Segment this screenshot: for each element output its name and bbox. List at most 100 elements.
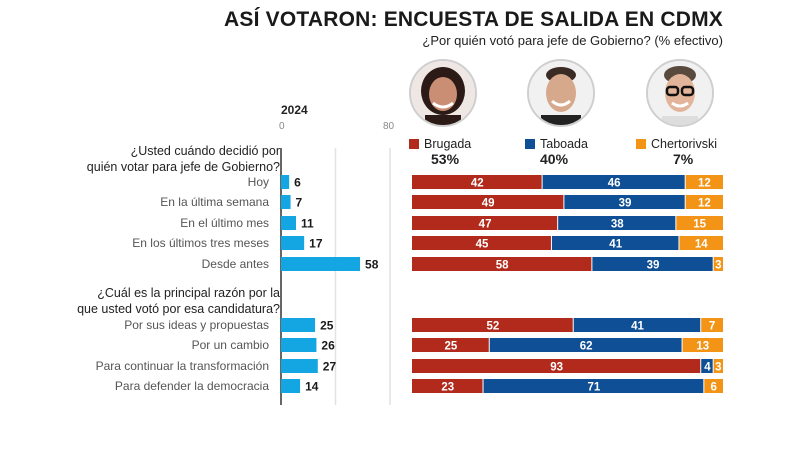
bar xyxy=(281,257,361,271)
bar-value-label: 58 xyxy=(365,258,379,272)
stacked-bar-segment-chertorivski xyxy=(679,236,723,250)
portrait-taboada xyxy=(527,59,595,127)
segment-value-label: 3 xyxy=(715,362,721,374)
category-label: Hoy xyxy=(247,175,269,189)
stacked-bar-segment-taboada xyxy=(592,257,713,271)
question-2-line-1: ¿Cuál es la principal razón por la xyxy=(97,286,280,300)
legend-label: Taboada xyxy=(540,137,588,151)
segment-value-label: 41 xyxy=(609,239,622,251)
legend-percent: 40% xyxy=(540,151,569,167)
bar-value-label: 26 xyxy=(321,339,335,353)
legend-brugada: Brugada 53% xyxy=(409,137,472,167)
chart-subtitle: ¿Por quién votó para jefe de Gobierno? (… xyxy=(422,33,723,48)
segment-value-label: 12 xyxy=(698,178,711,190)
segment-value-label: 39 xyxy=(619,198,632,210)
tick-label-max: 80 xyxy=(383,121,395,132)
segment-value-label: 12 xyxy=(698,198,711,210)
bar xyxy=(281,318,316,332)
segment-value-label: 13 xyxy=(696,341,709,353)
segment-value-label: 3 xyxy=(715,260,721,272)
stacked-bar-segment-brugada xyxy=(412,318,573,332)
bar-value-label: 27 xyxy=(323,360,337,374)
bar xyxy=(281,359,318,373)
segment-value-label: 7 xyxy=(709,321,715,333)
stacked-bar-segment-taboada xyxy=(542,175,685,189)
legend-swatch xyxy=(409,139,419,149)
stacked-bar-segment-taboada xyxy=(701,359,713,373)
legend-label: Brugada xyxy=(424,137,472,151)
question-2-line-2: que usted votó por esa candidatura? xyxy=(77,302,280,316)
stacked-bar-segment-taboada xyxy=(551,236,679,250)
bar xyxy=(281,236,305,250)
stacked-bar-segment-brugada xyxy=(412,257,592,271)
stacked-bar-segment-chertorivski xyxy=(713,257,723,271)
segment-value-label: 71 xyxy=(588,382,601,394)
segment-value-label: 6 xyxy=(710,382,716,394)
category-label: En los últimos tres meses xyxy=(132,236,269,250)
stacked-bar-segment-brugada xyxy=(412,175,542,189)
bar xyxy=(281,379,301,393)
segment-value-label: 93 xyxy=(550,362,563,374)
person-icon xyxy=(529,61,593,125)
stacked-bar-segment-chertorivski xyxy=(704,379,723,393)
stacked-bar-segment-brugada xyxy=(412,379,483,393)
person-icon xyxy=(411,61,475,125)
segment-value-label: 58 xyxy=(496,260,509,272)
stacked-bar-segment-taboada xyxy=(564,195,685,209)
bar xyxy=(281,175,290,189)
legend-chertorivski: Chertorivski 7% xyxy=(636,137,717,167)
segment-value-label: 42 xyxy=(471,178,484,190)
bar-value-label: 6 xyxy=(294,176,301,190)
axis-title-year: 2024 xyxy=(281,103,308,117)
stacked-bar-segment-chertorivski xyxy=(701,318,723,332)
question-2: ¿Cuál es la principal razón por la que u… xyxy=(77,285,280,317)
category-label: En el último mes xyxy=(180,216,269,230)
stacked-bar-segment-brugada xyxy=(412,216,558,230)
category-label: Por sus ideas y propuestas xyxy=(124,318,269,332)
segment-value-label: 46 xyxy=(608,178,621,190)
legend-label: Chertorivski xyxy=(651,137,717,151)
legend-swatch xyxy=(636,139,646,149)
stacked-bar-segment-chertorivski xyxy=(682,338,723,352)
stacked-bar-segment-brugada xyxy=(412,359,701,373)
category-label: En la última semana xyxy=(160,195,269,209)
bar-value-label: 17 xyxy=(309,237,323,251)
bar xyxy=(281,195,291,209)
legend-percent: 53% xyxy=(431,151,460,167)
chart-title: ASÍ VOTARON: ENCUESTA DE SALIDA EN CDMX xyxy=(224,8,723,31)
stacked-bar-segment-chertorivski xyxy=(685,195,723,209)
stacked-bar-segment-taboada xyxy=(573,318,701,332)
person-icon xyxy=(648,61,712,125)
segment-value-label: 41 xyxy=(631,321,644,333)
bar xyxy=(281,216,296,230)
bar-value-label: 11 xyxy=(301,217,314,231)
category-label: Para continuar la transformación xyxy=(95,359,269,373)
stacked-bar-segment-chertorivski xyxy=(713,359,723,373)
stacked-bar-segment-brugada xyxy=(412,236,551,250)
portrait-brugada xyxy=(409,59,477,127)
portrait-chertorivski xyxy=(646,59,714,127)
tick-label-min: 0 xyxy=(279,121,285,132)
stacked-bar-segment-taboada xyxy=(483,379,704,393)
stacked-bar-segment-taboada xyxy=(558,216,676,230)
segment-value-label: 45 xyxy=(476,239,489,251)
segment-value-label: 4 xyxy=(704,362,711,374)
segment-value-label: 52 xyxy=(486,321,499,333)
stacked-bar-segment-chertorivski xyxy=(685,175,723,189)
stacked-bar-segment-brugada xyxy=(412,195,564,209)
segment-value-label: 38 xyxy=(611,219,624,231)
stacked-bar-segment-brugada xyxy=(412,338,489,352)
legend-percent: 7% xyxy=(673,151,694,167)
segment-value-label: 14 xyxy=(695,239,708,251)
bar xyxy=(281,338,317,352)
legend-swatch xyxy=(525,139,535,149)
question-1: ¿Usted cuándo decidió por quién votar pa… xyxy=(87,143,280,175)
segment-value-label: 39 xyxy=(647,260,660,272)
segment-value-label: 15 xyxy=(693,219,706,231)
segment-value-label: 62 xyxy=(580,341,593,353)
question-1-line-1: ¿Usted cuándo decidió por xyxy=(130,144,280,158)
segment-value-label: 49 xyxy=(482,198,495,210)
stacked-bar-segment-taboada xyxy=(489,338,682,352)
segment-value-label: 47 xyxy=(479,219,492,231)
